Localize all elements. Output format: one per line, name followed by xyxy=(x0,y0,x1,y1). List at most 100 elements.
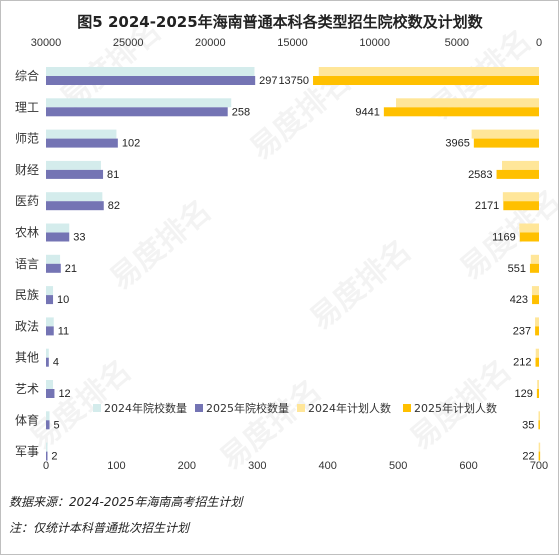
watermark-text: 易度排名 xyxy=(104,193,218,297)
data-label-2025-plan: 2583 xyxy=(468,169,492,181)
bar-2025-count xyxy=(46,169,104,179)
top-axis-tick-label: 20000 xyxy=(195,37,226,49)
category-label: 政法 xyxy=(15,319,39,333)
data-label-2025-count: 297 xyxy=(259,75,277,87)
bar-2024-plan xyxy=(538,442,541,452)
category-label: 医药 xyxy=(15,194,39,208)
legend-label: 2024年院校数量 xyxy=(104,401,187,415)
bar-2024-plan xyxy=(535,348,539,358)
data-label-2025-count: 5 xyxy=(54,419,60,431)
top-axis-tick-label: 30000 xyxy=(31,37,62,49)
legend-swatch xyxy=(195,404,203,412)
bar-2025-count xyxy=(46,295,54,305)
bar-2025-count xyxy=(46,201,104,211)
category-label: 其他 xyxy=(15,351,39,365)
bar-2024-count xyxy=(46,442,48,452)
bar-2025-count xyxy=(46,232,70,242)
bottom-axis-tick-label: 500 xyxy=(389,460,407,472)
bar-2025-plan xyxy=(532,295,539,305)
data-label-2025-plan: 237 xyxy=(513,325,531,337)
data-label-2025-count: 81 xyxy=(107,169,119,181)
data-label-2025-count: 33 xyxy=(73,232,85,244)
category-label: 综合 xyxy=(15,68,39,83)
bar-2024-plan xyxy=(537,380,539,389)
bottom-axis-tick-label: 100 xyxy=(107,460,125,472)
data-label-2025-count: 12 xyxy=(58,388,70,400)
legend-label: 2025年计划人数 xyxy=(414,401,497,415)
legend-swatch xyxy=(297,404,305,412)
bar-2025-plan xyxy=(313,76,539,85)
legend-swatch xyxy=(93,404,101,412)
bar-2025-plan xyxy=(535,326,539,336)
data-label-2025-plan: 1169 xyxy=(492,232,516,244)
top-axis-tick-label: 0 xyxy=(536,37,542,49)
bar-2024-plan xyxy=(502,160,539,170)
bottom-axis-tick-label: 700 xyxy=(530,460,548,472)
legend-label: 2024年计划人数 xyxy=(308,401,391,415)
legend-swatch xyxy=(403,404,411,412)
bar-2025-count xyxy=(46,138,118,148)
bar-2025-count xyxy=(46,326,54,336)
top-axis-tick-label: 25000 xyxy=(113,37,144,49)
bar-2025-plan xyxy=(383,107,539,117)
bar-2024-plan xyxy=(502,192,539,202)
chart-title: 图5 2024-2025年海南普通本科各类型招生院校数及计划数 xyxy=(77,13,483,31)
bar-2024-count xyxy=(46,192,103,202)
data-label-2025-count: 258 xyxy=(232,106,250,118)
bar-2024-count xyxy=(46,129,117,139)
bar-2025-count xyxy=(46,76,256,85)
data-label-2025-count: 82 xyxy=(108,200,120,212)
data-label-2025-count: 4 xyxy=(53,357,59,369)
bar-2024-count xyxy=(46,254,61,264)
bar-2025-count xyxy=(46,107,228,117)
bar-2025-plan xyxy=(536,389,539,398)
bar-2025-plan xyxy=(538,420,540,430)
watermark-text: 易度排名 xyxy=(304,233,418,337)
bottom-axis-tick-label: 200 xyxy=(178,460,196,472)
data-label-2025-count: 10 xyxy=(57,294,69,306)
bottom-axis-tick-label: 600 xyxy=(459,460,477,472)
data-label-2025-count: 11 xyxy=(58,325,69,337)
legend-label: 2025年院校数量 xyxy=(206,401,289,415)
data-label-2025-plan: 35 xyxy=(522,419,534,431)
bar-2024-count xyxy=(46,348,49,358)
bar-2024-plan xyxy=(396,98,539,108)
source-note: 数据来源：2024-2025年海南高考招生计划 xyxy=(9,495,243,509)
bar-2025-count xyxy=(46,389,55,398)
data-label-2025-plan: 3965 xyxy=(445,138,469,150)
top-axis-tick-label: 15000 xyxy=(277,37,308,49)
bar-2024-count xyxy=(46,160,101,170)
bar-2025-count xyxy=(46,451,48,461)
bar-2025-plan xyxy=(529,263,539,273)
data-label-2025-count: 21 xyxy=(65,263,77,275)
data-label-2025-plan: 129 xyxy=(515,388,533,400)
watermark-text: 易度排名 xyxy=(214,373,328,477)
top-axis-tick-label: 5000 xyxy=(445,37,469,49)
bar-2025-count xyxy=(46,420,50,430)
data-label-2025-plan: 22 xyxy=(522,451,534,463)
category-label: 农林 xyxy=(15,226,39,240)
data-label-2025-plan: 423 xyxy=(510,294,528,306)
category-label: 民族 xyxy=(15,288,39,302)
category-label: 军事 xyxy=(15,445,39,459)
bar-2024-count xyxy=(46,411,50,421)
category-label: 师范 xyxy=(15,132,39,146)
category-label: 财经 xyxy=(15,163,39,177)
bar-2024-plan xyxy=(318,67,539,76)
bottom-axis-tick-label: 0 xyxy=(43,460,49,472)
category-label: 艺术 xyxy=(15,382,39,396)
bar-2025-plan xyxy=(496,169,539,179)
bar-2025-count xyxy=(46,263,61,273)
category-label: 理工 xyxy=(15,100,39,114)
data-label-2025-plan: 2171 xyxy=(475,200,499,212)
category-label: 体育 xyxy=(15,412,39,427)
bottom-axis-tick-label: 400 xyxy=(319,460,337,472)
data-label-2025-count: 2 xyxy=(51,451,57,463)
bar-2024-count xyxy=(46,317,54,327)
bar-2024-plan xyxy=(530,254,539,264)
data-label-2025-plan: 9441 xyxy=(355,106,379,118)
data-label-2025-count: 102 xyxy=(122,138,140,150)
data-label-2025-plan: 551 xyxy=(508,263,526,275)
